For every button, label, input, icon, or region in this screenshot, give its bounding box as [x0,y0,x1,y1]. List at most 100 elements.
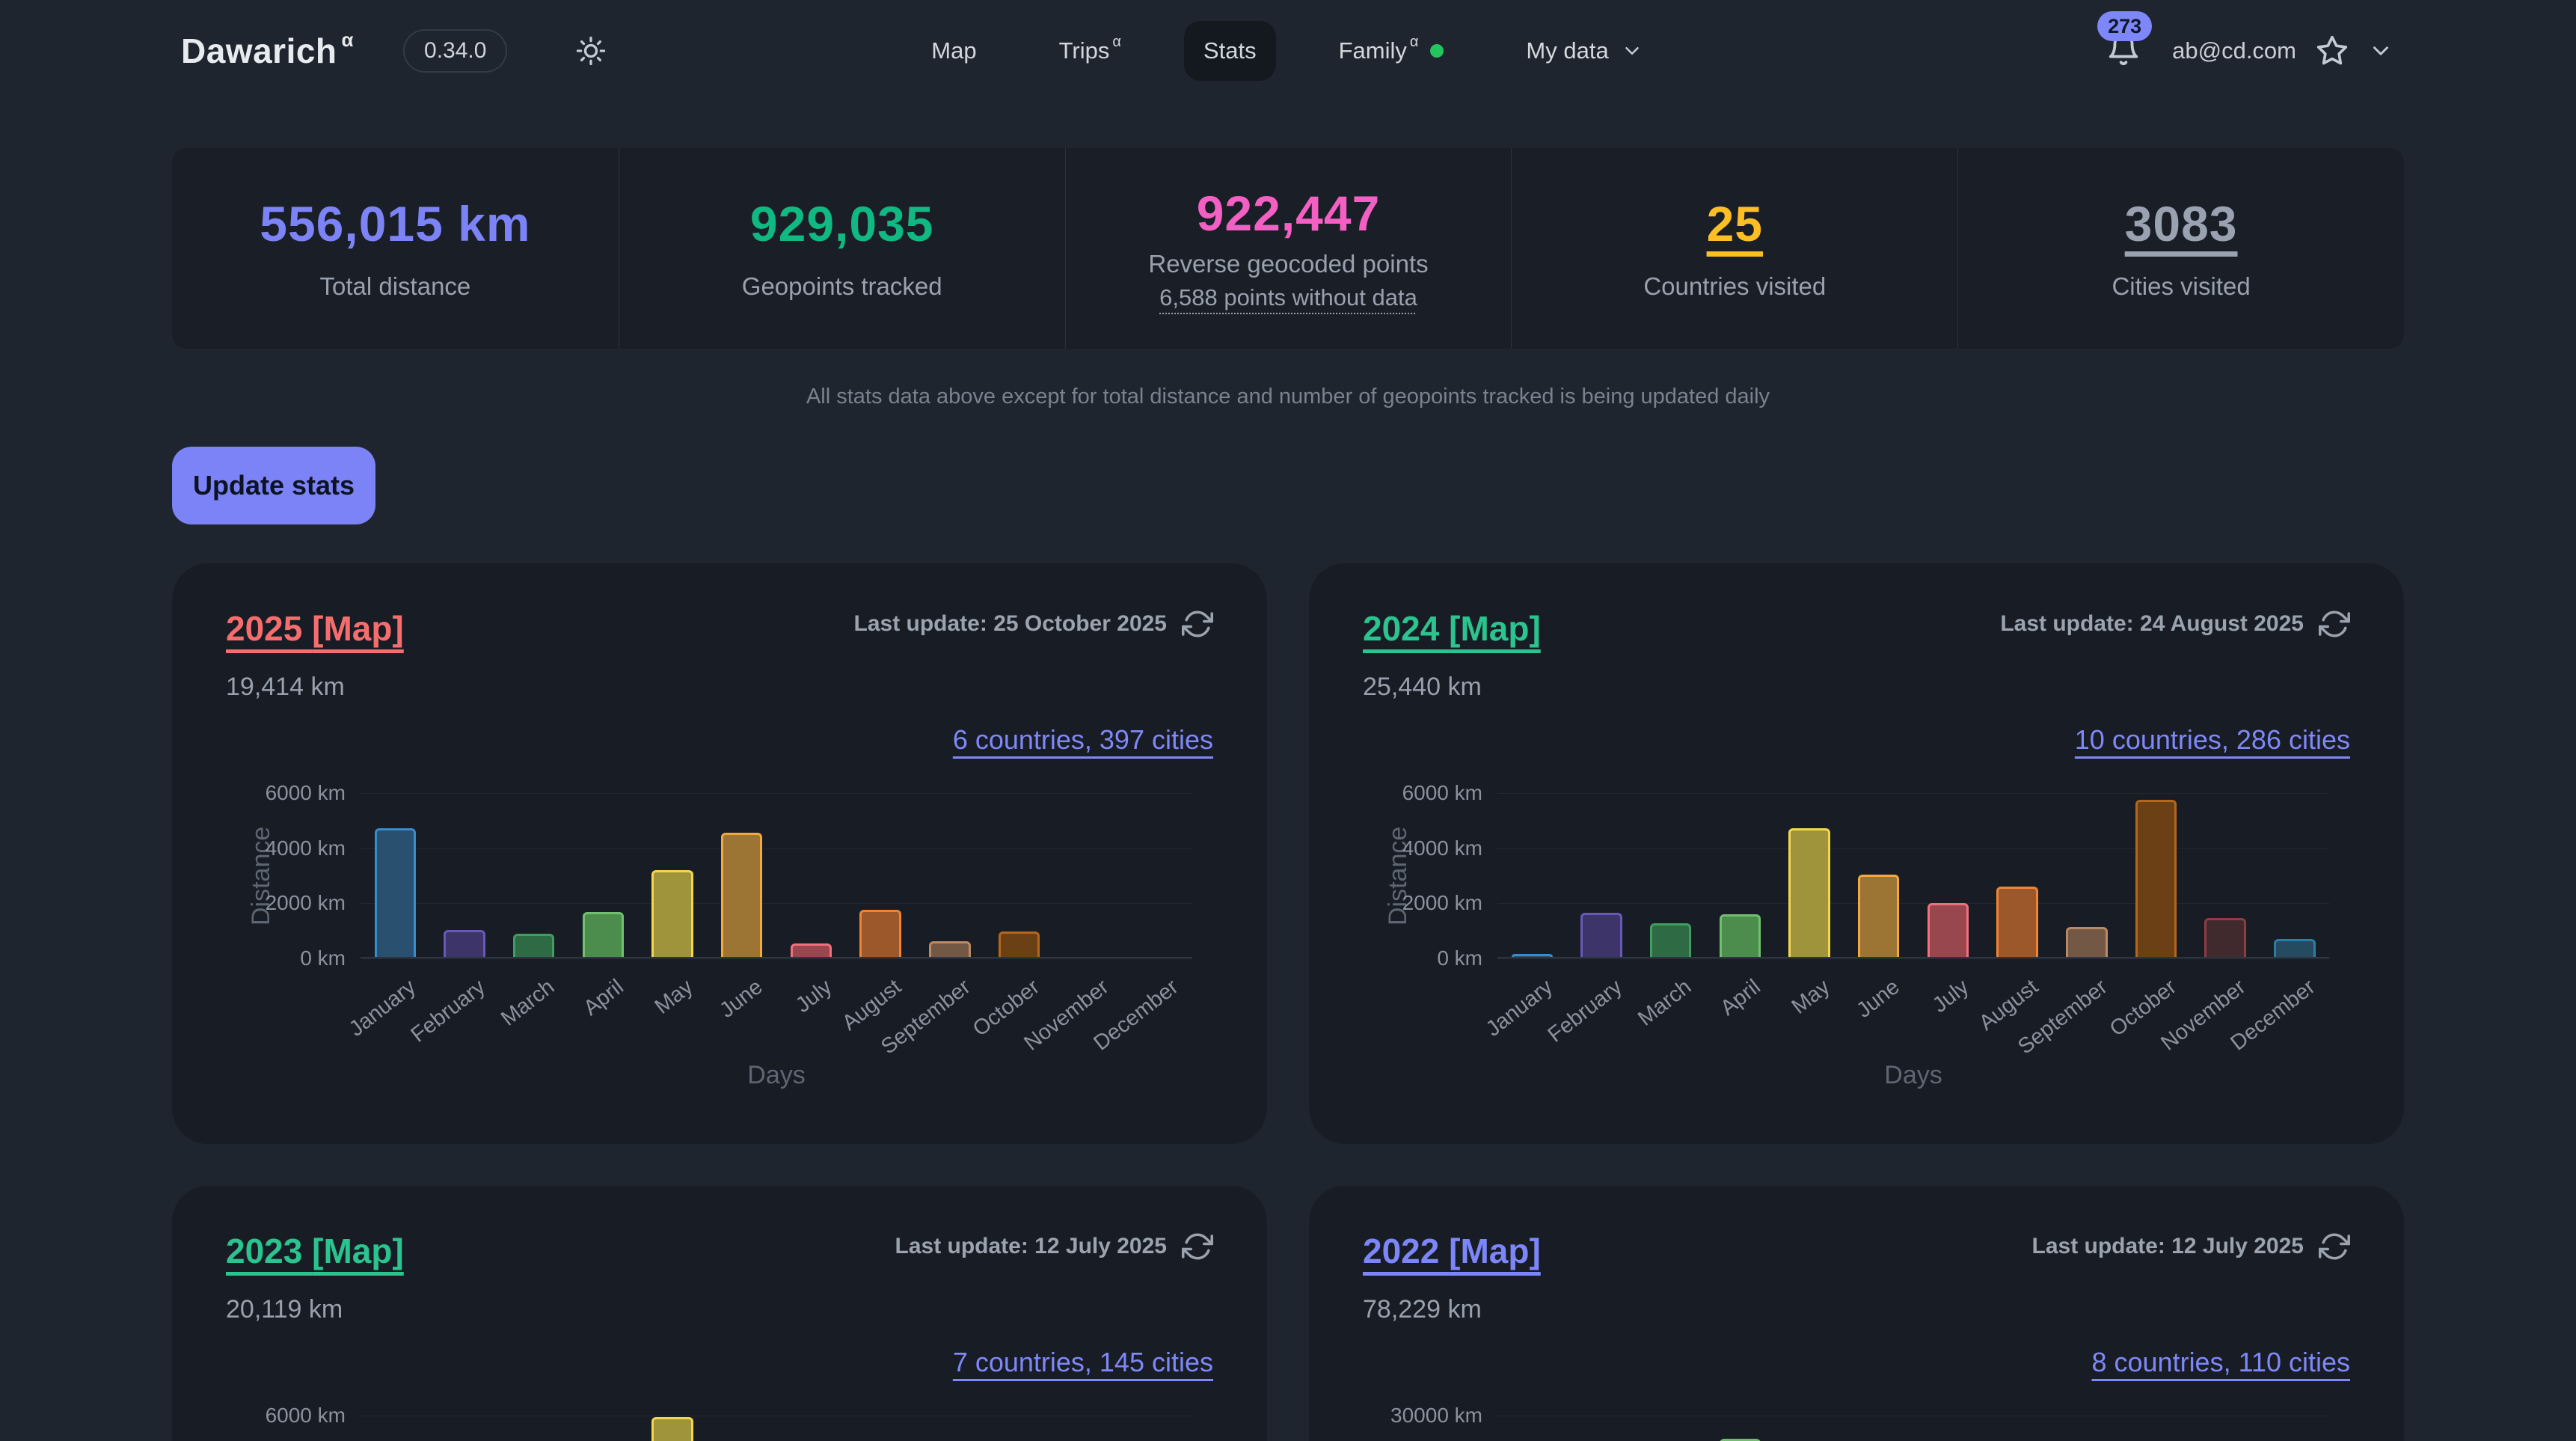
y-tick-label: 0 km [300,946,346,970]
x-axis-title: Days [1884,1061,1942,1089]
nav-item-map[interactable]: Map [912,21,996,81]
bar-june[interactable] [720,832,763,957]
bar-slot [2121,793,2191,957]
bar-slot [1775,1416,1844,1441]
map-link-label: [Map] [1449,609,1541,648]
bar-april[interactable] [582,912,625,957]
bar-march[interactable] [1649,923,1692,957]
x-axis-labels: January February March April May June July Augu… [1482,967,2329,1059]
bar-slot [2260,1416,2329,1441]
family-status-dot [1430,44,1444,58]
chart-plot-area: 30000 km20000 km10000 km0 km [1390,1404,2329,1441]
stat-value: 929,035 [749,196,934,251]
bar-slot [1567,1416,1637,1441]
last-update-label: Last update: 12 July 2025 [2031,1234,2304,1258]
bar-slot [1705,793,1775,957]
bar-slot [2191,1416,2260,1441]
nav-item-stats[interactable]: Stats [1183,21,1276,81]
y-tick-label: 4000 km [1402,836,1482,860]
chevron-down-icon [1621,40,1643,62]
bar-slot [2052,1416,2121,1441]
star-icon[interactable] [2316,34,2349,67]
bar-september[interactable] [2065,926,2108,957]
bar-slot [2121,1416,2191,1441]
bar-slot [1844,1416,1913,1441]
countries-cities-link[interactable]: 10 countries, 286 cities [2074,724,2350,755]
bar-july[interactable] [1927,903,1969,957]
bar-slot [568,793,638,957]
theme-toggle-sun-icon[interactable] [576,36,606,66]
year-map-link[interactable]: 2022 [Map] [1363,1231,1541,1271]
bar-slot [1844,793,1913,957]
gridline: 4000 km [266,836,1192,860]
bar-april[interactable] [1719,1439,1761,1441]
year-card: 2024 [Map] Last update: 24 August 2025 2… [1309,563,2404,1144]
bar-slot [1636,1416,1705,1441]
app-logo[interactable]: Dawarich α [181,28,355,70]
nav-item-family[interactable]: Family α [1319,21,1464,81]
bar-slot [568,1416,638,1441]
bar-october[interactable] [998,931,1040,957]
x-tick-label: June [715,975,767,1023]
y-axis-title: Distance [1384,826,1412,926]
bar-october[interactable] [2135,799,2177,957]
bar-may[interactable] [1788,827,1830,957]
bar-june[interactable] [1857,874,1900,957]
refresh-icon[interactable] [1182,1231,1213,1262]
bar-may[interactable] [651,869,693,957]
last-update-label: Last update: 25 October 2025 [853,611,1167,636]
refresh-icon[interactable] [1182,608,1213,640]
y-tick-label: 2000 km [265,891,346,915]
bar-slot [2052,793,2121,957]
update-stats-button[interactable]: Update stats [172,447,375,524]
bar-august[interactable] [859,910,901,957]
bar-july[interactable] [790,943,832,957]
year-map-link[interactable]: 2024 [Map] [1363,608,1541,649]
bar-november[interactable] [2204,918,2246,957]
gridline: 4000 km [1402,836,2329,860]
gridline: 0 km [300,946,1192,970]
year-distance: 25,440 km [1363,673,1482,701]
bar-april[interactable] [1719,914,1761,957]
bar-january[interactable] [1511,953,1554,957]
countries-cities-link[interactable]: 7 countries, 145 cities [952,1347,1213,1377]
bar-september[interactable] [928,941,971,957]
stats-note: All stats data above except for total di… [806,385,1770,409]
map-link-label: [Map] [312,609,404,648]
bar-may[interactable] [651,1416,693,1441]
bar-august[interactable] [1996,887,2038,957]
bar-march[interactable] [512,933,555,957]
nav-item-my-data[interactable]: My data [1506,21,1662,81]
y-tick-label: 4000 km [265,836,346,860]
refresh-icon[interactable] [2319,1231,2350,1262]
bar-slot [499,793,568,957]
year-map-link[interactable]: 2025 [Map] [226,608,404,649]
bar-slot [430,793,500,957]
bar-slot [1636,793,1705,957]
user-menu-chevron-icon[interactable] [2368,38,2393,64]
refresh-icon[interactable] [2319,608,2350,640]
year-distance: 19,414 km [226,673,345,701]
bar-slot [1497,1416,1567,1441]
bar-february[interactable] [1580,913,1622,957]
year-cards-grid: 2025 [Map] Last update: 25 October 2025 … [172,563,2404,1441]
last-update-label: Last update: 24 August 2025 [2000,611,2304,636]
stat-sublabel[interactable]: 6,588 points without data [1159,284,1417,310]
bar-slot [1054,793,1123,957]
year-map-link[interactable]: 2023 [Map] [226,1231,404,1271]
stat-label: Countries visited [1643,272,1827,300]
bar-january[interactable] [374,827,417,957]
x-axis-labels: January February March April May June July Augu… [345,967,1192,1059]
notifications-bell[interactable]: 273 [2097,10,2153,70]
y-tick-label: 30000 km [1390,1404,1482,1427]
bar-december[interactable] [2273,939,2316,957]
countries-cities-link[interactable]: 8 countries, 110 cities [2091,1347,2350,1377]
countries-cities-link[interactable]: 6 countries, 397 cities [952,724,1213,755]
nav-item-trips[interactable]: Trips α [1040,21,1141,81]
year-label: 2023 [226,1232,313,1270]
nav-item-label: Trips [1058,37,1110,64]
bar-february[interactable] [444,929,485,957]
